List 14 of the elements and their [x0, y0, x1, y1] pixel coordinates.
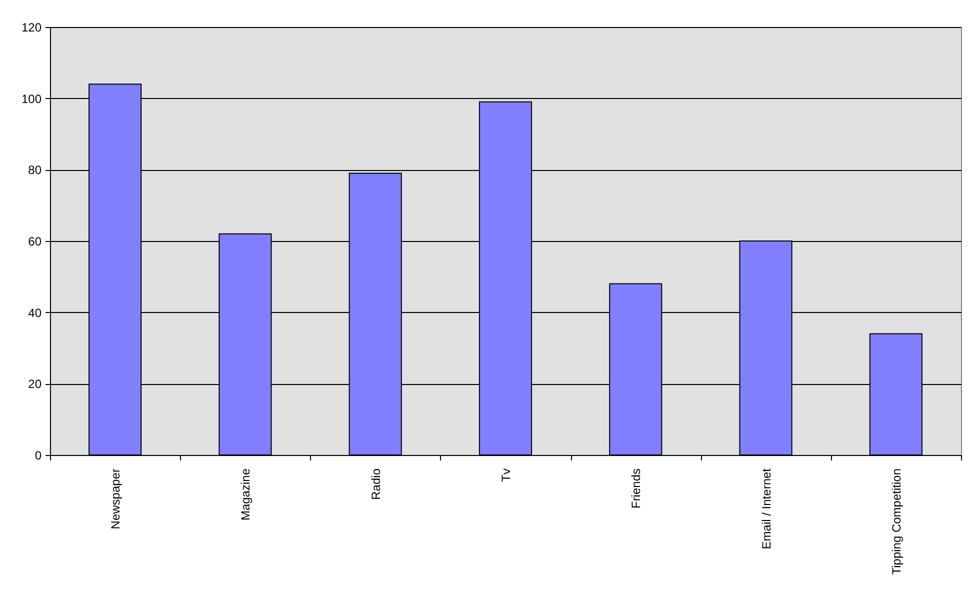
x-tick-label: Tv	[499, 468, 513, 482]
x-tick-label: Radio	[368, 468, 383, 500]
y-tick-label: 0	[34, 448, 42, 462]
y-tick-label: 80	[28, 163, 42, 178]
y-tick-label: 60	[28, 234, 42, 248]
x-tick-label: Newspaper	[108, 468, 123, 530]
y-tick-label: 20	[28, 377, 42, 392]
y-tick-label: 120	[21, 20, 42, 34]
x-tick-label: Tipping Competition	[889, 468, 904, 575]
x-tick-label: Friends	[629, 468, 644, 509]
y-tick-label: 40	[28, 306, 42, 320]
x-tick-label: Magazine	[238, 468, 253, 521]
y-tick-label: 100	[21, 92, 42, 106]
x-tick-label: Email / Internet	[759, 468, 774, 550]
